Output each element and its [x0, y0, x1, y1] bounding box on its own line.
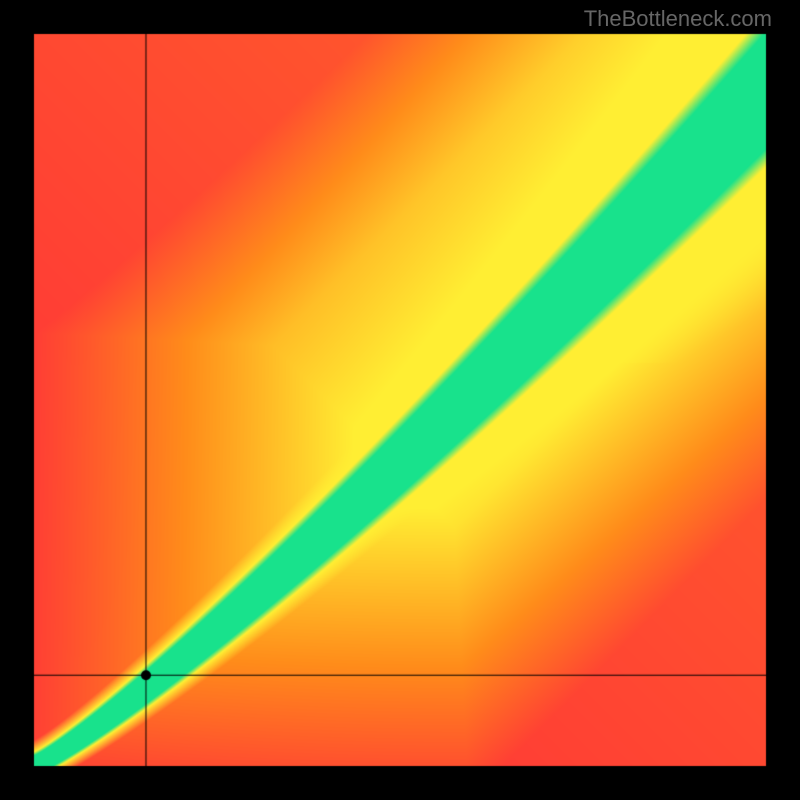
- watermark-text: TheBottleneck.com: [584, 6, 772, 32]
- chart-container: TheBottleneck.com: [0, 0, 800, 800]
- heatmap-canvas: [0, 0, 800, 800]
